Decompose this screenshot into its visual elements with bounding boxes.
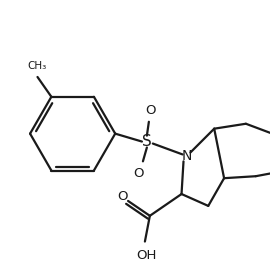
Text: O: O bbox=[146, 104, 156, 117]
Text: O: O bbox=[117, 190, 127, 204]
Text: CH₃: CH₃ bbox=[28, 61, 47, 71]
Text: O: O bbox=[134, 167, 144, 180]
Text: N: N bbox=[181, 149, 192, 163]
Text: S: S bbox=[142, 134, 152, 149]
Text: OH: OH bbox=[137, 249, 157, 262]
